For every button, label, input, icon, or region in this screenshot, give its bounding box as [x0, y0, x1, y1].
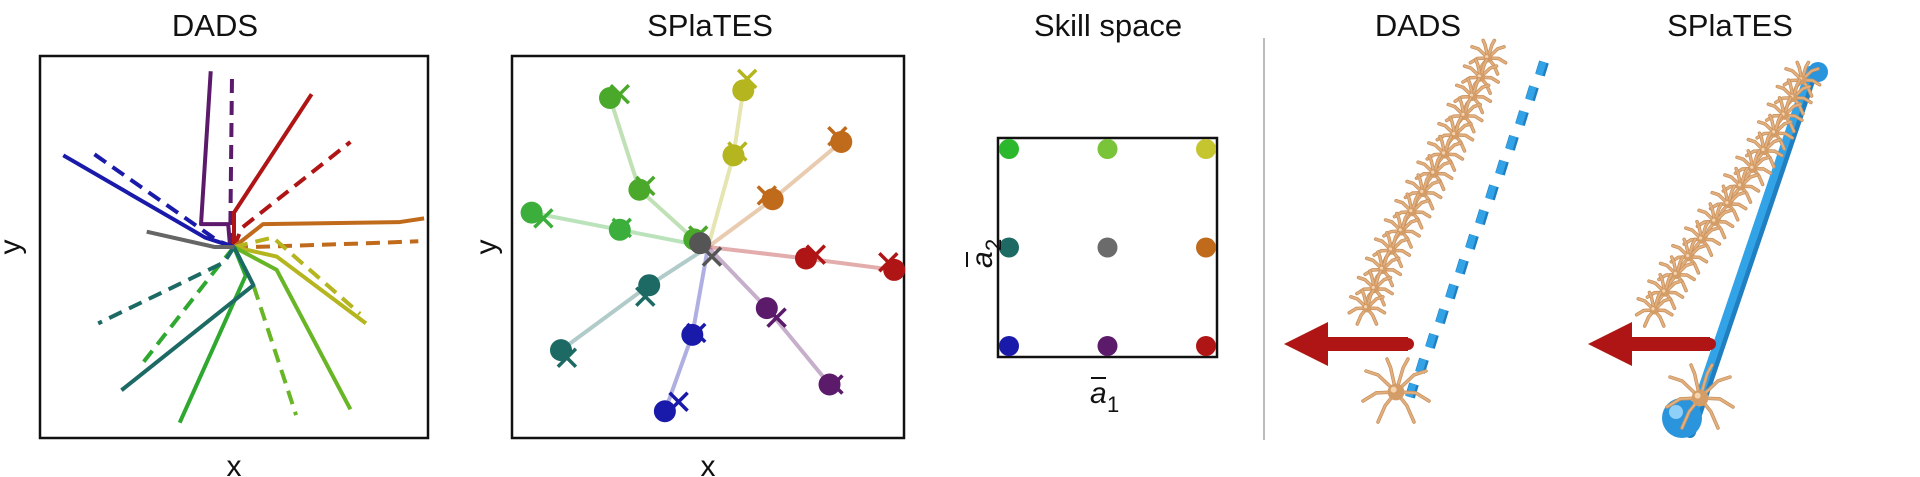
skill-point-2: [1196, 139, 1216, 159]
panel-title-dads-rollout: DADS: [1375, 8, 1461, 43]
splates-reached-cross-2-0: [827, 125, 848, 147]
skill-point-1: [1097, 139, 1118, 159]
skill-point-7: [1097, 336, 1118, 356]
splates-reached-cross-2-1: [756, 185, 778, 206]
splates-ant-rollout-image: [1588, 60, 1828, 438]
plot-frame-splates: [510, 54, 906, 440]
panel-skill-space: Skill space a 1 a 2: [966, 8, 1219, 417]
splates-reached-cross-4-1: [766, 307, 787, 328]
splates-subgoal-dot-6-1: [638, 274, 661, 297]
dads-series-line-16: [146, 229, 234, 249]
a-bar-symbol-y: a: [966, 251, 999, 268]
dads-series-group: [62, 71, 425, 424]
splates-subgoal-dot-4-0: [818, 373, 841, 396]
splates-subgoal-dot-5-0: [653, 400, 676, 423]
dads-series-line-0: [199, 71, 233, 248]
skill-point-0: [999, 139, 1019, 159]
dads-series-line-15: [89, 149, 235, 249]
splates-reached-cross-1-0: [736, 68, 758, 90]
dads-series-line-3: [232, 140, 352, 248]
dads-series-line-7: [233, 235, 362, 316]
dads-series-line-5: [234, 239, 419, 249]
dads-series-line-4: [232, 216, 425, 249]
panel-dads-trajectories: DADS x y: [0, 8, 430, 477]
dads-trail-segments: [1405, 60, 1549, 399]
splates-reached-cross-5-0: [668, 391, 689, 412]
skill-space-points: [999, 139, 1216, 356]
dads-series-line-12: [120, 246, 256, 392]
a-bar-subscript-x: 1: [1107, 392, 1119, 417]
panel-splates-rollout: SPlaTES: [1588, 8, 1828, 438]
splates-reached-cross-5-1: [686, 322, 707, 344]
splates-subgoal-dot-0-0: [599, 87, 621, 110]
a-bar-symbol-x: a: [1090, 377, 1107, 410]
plot-frame-dads: [38, 54, 430, 440]
dads-ant-sprites: [1347, 38, 1508, 424]
skill-point-8: [1196, 336, 1216, 356]
y-axis-label-skill-space: a 2: [966, 239, 1006, 268]
splates-series-group: [520, 68, 906, 423]
dads-series-line-13: [97, 245, 236, 326]
panel-title-splates-rollout: SPlaTES: [1667, 8, 1793, 43]
dads-series-line-9: [232, 246, 298, 416]
panel-title-splates: SPlaTES: [647, 8, 773, 43]
splates-reached-cross-3-1: [805, 244, 827, 265]
skill-point-4: [1097, 237, 1118, 258]
splates-reached-cross-7-1: [611, 217, 632, 239]
plot-frame-skill-space: [996, 136, 1219, 359]
skill-point-3: [999, 237, 1019, 258]
splates-direction-arrow-icon: [1588, 322, 1716, 366]
splates-reached-cross-0-0: [609, 83, 631, 105]
x-axis-label-dads: x: [227, 450, 242, 477]
splates-subgoal-dot-7-0: [520, 201, 543, 224]
splates-reached-cross-7-0: [533, 208, 554, 229]
x-axis-label-skill-space: a 1: [1090, 377, 1119, 417]
splates-subgoal-dot-3-1: [795, 247, 817, 270]
splates-reached-cross-0-1: [635, 175, 656, 197]
y-axis-label-dads: y: [0, 240, 27, 255]
y-axis-label-splates: y: [470, 240, 503, 255]
splates-subgoal-dot-1-0: [732, 79, 755, 102]
skill-point-5: [1196, 237, 1216, 258]
x-axis-label-splates: x: [701, 450, 716, 477]
splates-reached-cross-4-0: [823, 374, 844, 395]
dads-direction-arrow-icon: [1284, 322, 1414, 366]
splates-reached-cross-3-0: [878, 252, 899, 273]
panel-title-skill-space: Skill space: [1034, 8, 1182, 43]
panel-splates-trajectories: SPlaTES x y: [470, 8, 906, 477]
skill-point-6: [999, 336, 1019, 356]
dads-series-line-2: [232, 93, 314, 247]
dads-ant-rollout-image: [1284, 38, 1549, 424]
splates-reached-cross-6-1: [635, 286, 656, 307]
dads-series-line-1: [228, 71, 235, 248]
a-bar-subscript-y: 2: [981, 239, 1006, 251]
splates-reached-cross-6-0: [556, 347, 578, 369]
splates-ant-sprites: [1634, 60, 1822, 430]
dads-series-line-6: [233, 245, 368, 326]
panel-title-dads: DADS: [172, 8, 258, 43]
splates-reached-cross-1-1: [727, 141, 748, 162]
dads-series-line-8: [233, 245, 353, 411]
splates-reached-cross-8-0: [701, 246, 723, 267]
panel-dads-rollout: DADS: [1284, 8, 1549, 424]
